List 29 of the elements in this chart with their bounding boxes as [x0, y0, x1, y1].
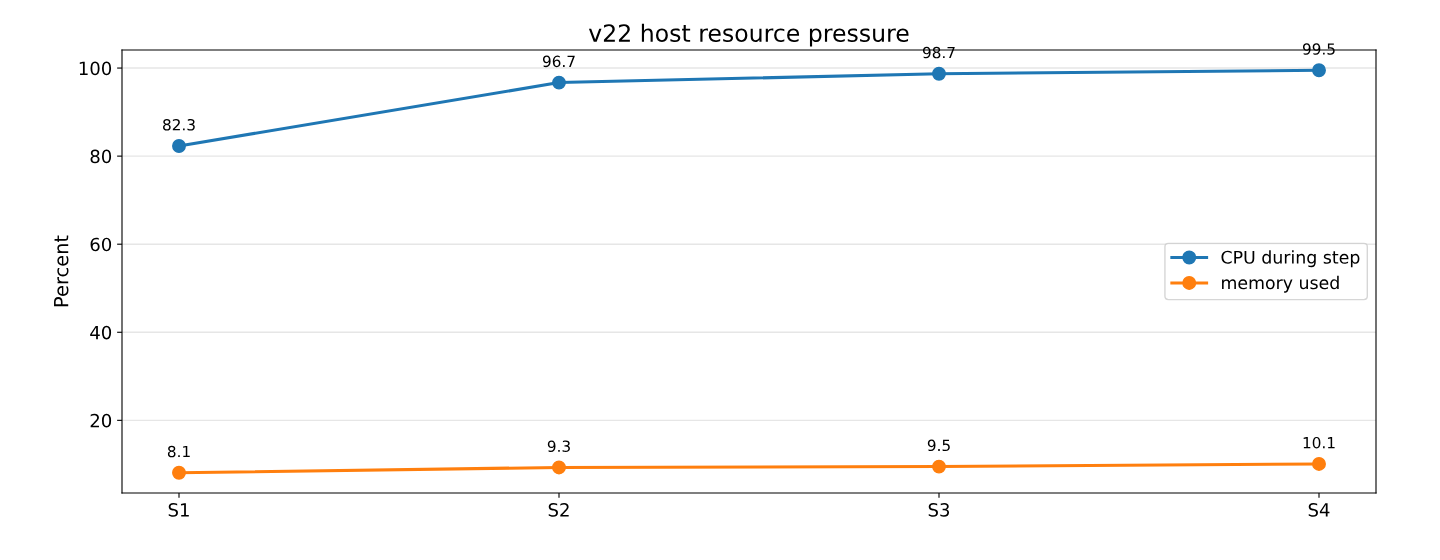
x-tick-label: S1	[168, 503, 189, 517]
point	[172, 139, 186, 153]
point	[552, 75, 566, 90]
data-label: 82.3	[163, 118, 195, 131]
y-tick-label: 20	[90, 413, 112, 428]
data-label: 96.7	[542, 55, 575, 68]
x-tick-label: S2	[548, 503, 569, 517]
legend-label: memory used	[1222, 275, 1339, 293]
y-tick-label: 40	[90, 325, 112, 340]
y-tick-label: 100	[79, 61, 112, 76]
point	[1312, 63, 1326, 78]
x-tick-label: S3	[928, 503, 950, 517]
data-label: 9.5	[927, 439, 950, 452]
point	[172, 465, 186, 480]
data-label: 99.5	[1302, 43, 1335, 55]
point	[932, 66, 946, 81]
legend-label: CPU during step	[1221, 250, 1360, 268]
chart-title: v22 host resource pressure	[588, 23, 909, 47]
point	[1312, 456, 1326, 471]
point	[932, 459, 946, 474]
x-tick-label: S4	[1308, 503, 1330, 517]
data-label: 10.1	[1303, 436, 1335, 449]
y-tick-label: 80	[90, 149, 112, 164]
data-label: 98.7	[922, 46, 955, 59]
data-label: 8.1	[167, 445, 190, 458]
point	[552, 460, 566, 475]
y-tick-label: 60	[90, 237, 112, 252]
y-axis-title: Percent	[54, 235, 69, 307]
data-label: 9.3	[547, 440, 570, 452]
